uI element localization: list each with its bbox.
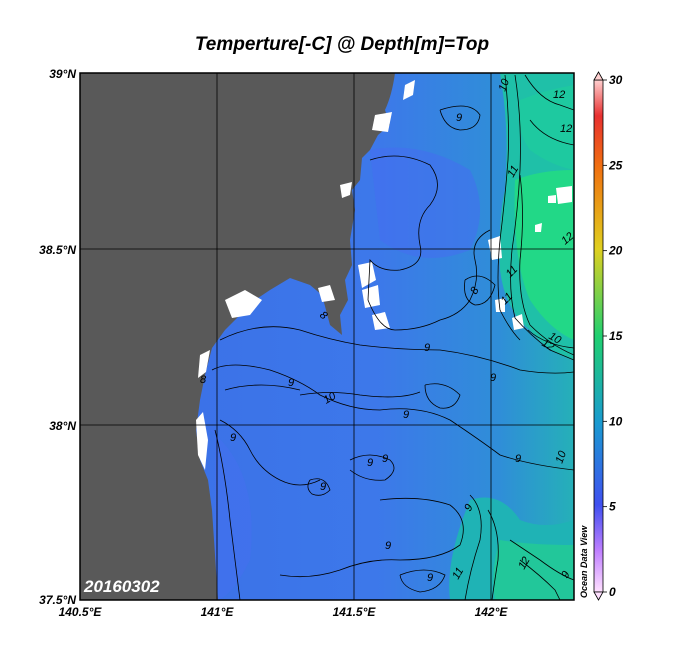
colorbar: 30 25 20 15 10 5 0 [593, 71, 623, 601]
colorbar-tick-label: 20 [608, 244, 623, 258]
lat-label-38-5: 38.5°N [39, 243, 76, 257]
lon-label-141: 141°E [201, 605, 235, 619]
contour-label: 10 [554, 449, 570, 465]
contour-label: 12 [553, 89, 565, 101]
warm-core [493, 540, 574, 600]
contour-label: 8 [200, 374, 207, 386]
lat-label-39: 39°N [49, 67, 76, 81]
contour-labels: 1012121112111181210989999991099999109111… [200, 77, 576, 584]
contour-label: 10 [497, 77, 513, 93]
contour-label: 9 [515, 453, 521, 465]
map-area [80, 73, 574, 600]
lat-label-37-5: 37.5°N [39, 593, 76, 607]
contour-label: 9 [427, 572, 433, 584]
contour-lines [211, 74, 574, 600]
land-mass [80, 73, 395, 600]
colorbar-top-arrow [593, 71, 604, 81]
contour-label: 9 [288, 377, 294, 389]
colorbar-tick-label: 0 [609, 585, 616, 599]
colorbar-tick-label: 5 [609, 500, 616, 514]
contour-label: 9 [490, 372, 496, 384]
colorbar-tick-label: 10 [609, 414, 623, 428]
contour-label: 12 [516, 555, 533, 572]
contour-label: 11 [450, 566, 466, 582]
colorbar-tick-label: 15 [609, 329, 623, 343]
map-title: Temperture[-C] @ Depth[m]=Top [194, 34, 490, 55]
graticule [80, 73, 574, 600]
contour-label: 9 [367, 457, 373, 469]
lon-label-142: 142°E [475, 605, 509, 619]
cold-pocket [370, 147, 480, 258]
contour-label: 11 [505, 164, 521, 180]
plot-frame [79, 72, 575, 601]
contour-label: 9 [320, 481, 326, 493]
colorbar-tick-label: 30 [609, 73, 623, 87]
date-stamp: 20160302 [83, 577, 160, 596]
contour-label: 9 [382, 453, 388, 465]
colorbar-tick-label: 25 [608, 158, 623, 172]
cold-pocket [210, 430, 252, 600]
missing-data [196, 80, 572, 470]
colorbar-bottom-arrow [593, 591, 604, 601]
contour-label: 12 [540, 337, 557, 354]
colorbar-ramp [593, 79, 604, 593]
contour-label: 9 [559, 569, 572, 580]
contour-label: 9 [456, 112, 462, 124]
contour-label: 9 [385, 540, 391, 552]
ocean-data-view-watermark: Ocean Data View [579, 525, 589, 598]
warm-region [518, 85, 574, 170]
lon-label-141-5: 141.5°E [333, 605, 377, 619]
lon-label-140-5: 140.5°E [59, 605, 103, 619]
contour-label: 12 [560, 123, 572, 135]
contour-label: 9 [230, 432, 236, 444]
warm-core [514, 170, 574, 340]
contour-label: 9 [424, 342, 430, 354]
contour-label: 9 [462, 502, 475, 513]
contour-label: 9 [403, 409, 409, 421]
lat-label-38: 38°N [49, 419, 76, 433]
